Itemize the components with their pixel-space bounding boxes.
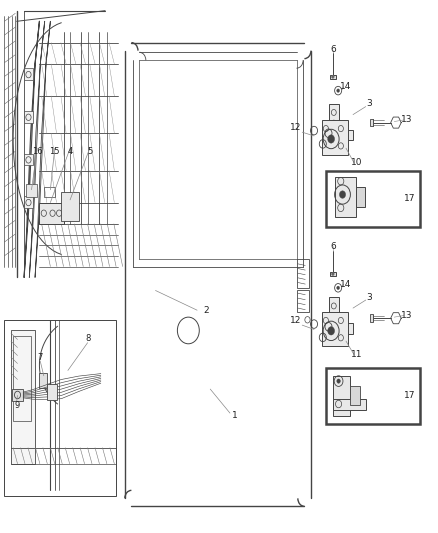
Bar [370,314,373,322]
Text: 12: 12 [290,124,301,132]
Bar [297,259,309,288]
Circle shape [338,133,341,137]
Bar [330,272,336,276]
Bar [330,75,336,79]
Bar [356,187,365,207]
Circle shape [338,326,341,330]
Bar [4,320,116,496]
Bar [322,312,348,346]
Bar [13,336,31,421]
Text: 4: 4 [67,148,73,156]
Bar [333,399,366,410]
Circle shape [332,272,334,276]
Bar [61,192,79,221]
Text: 13: 13 [401,116,412,124]
Bar [297,290,309,312]
Circle shape [328,327,335,335]
Text: 11: 11 [351,350,363,359]
Text: 13: 13 [401,311,412,320]
Bar [39,373,47,388]
Bar [333,376,350,416]
Bar [24,68,33,80]
Bar [370,119,373,126]
Text: 16: 16 [32,148,42,156]
Bar [44,187,55,197]
Text: 14: 14 [340,280,352,288]
Bar [11,330,35,464]
Bar [328,297,339,340]
Bar [335,177,356,217]
Circle shape [339,191,346,198]
Circle shape [337,379,340,383]
Text: 15: 15 [49,148,60,156]
Bar [24,111,33,123]
Text: 3: 3 [366,100,372,108]
Bar [322,120,348,155]
Bar [326,171,420,227]
Text: 17: 17 [404,194,415,203]
Text: 12: 12 [290,317,301,325]
Bar [24,154,33,165]
Bar [350,386,360,405]
Bar [24,196,33,208]
Text: 10: 10 [351,158,363,167]
Text: 7: 7 [38,353,43,361]
Bar [328,323,353,334]
Bar [328,130,353,140]
Circle shape [337,89,339,92]
Bar [47,384,57,400]
Text: 2: 2 [203,306,208,314]
Bar [328,104,339,147]
Bar [326,368,420,424]
Circle shape [337,286,339,289]
Bar [12,389,23,401]
Text: 14: 14 [340,83,352,91]
Bar [39,203,64,224]
Text: 17: 17 [404,391,415,400]
Text: 1: 1 [231,411,237,420]
Text: 6: 6 [330,242,336,251]
Bar [26,184,37,197]
Circle shape [328,135,335,143]
Text: 9: 9 [14,401,19,409]
Text: 6: 6 [330,45,336,54]
Text: 5: 5 [87,148,92,156]
Text: 3: 3 [366,293,372,302]
Text: 8: 8 [85,334,90,343]
Circle shape [332,75,334,78]
